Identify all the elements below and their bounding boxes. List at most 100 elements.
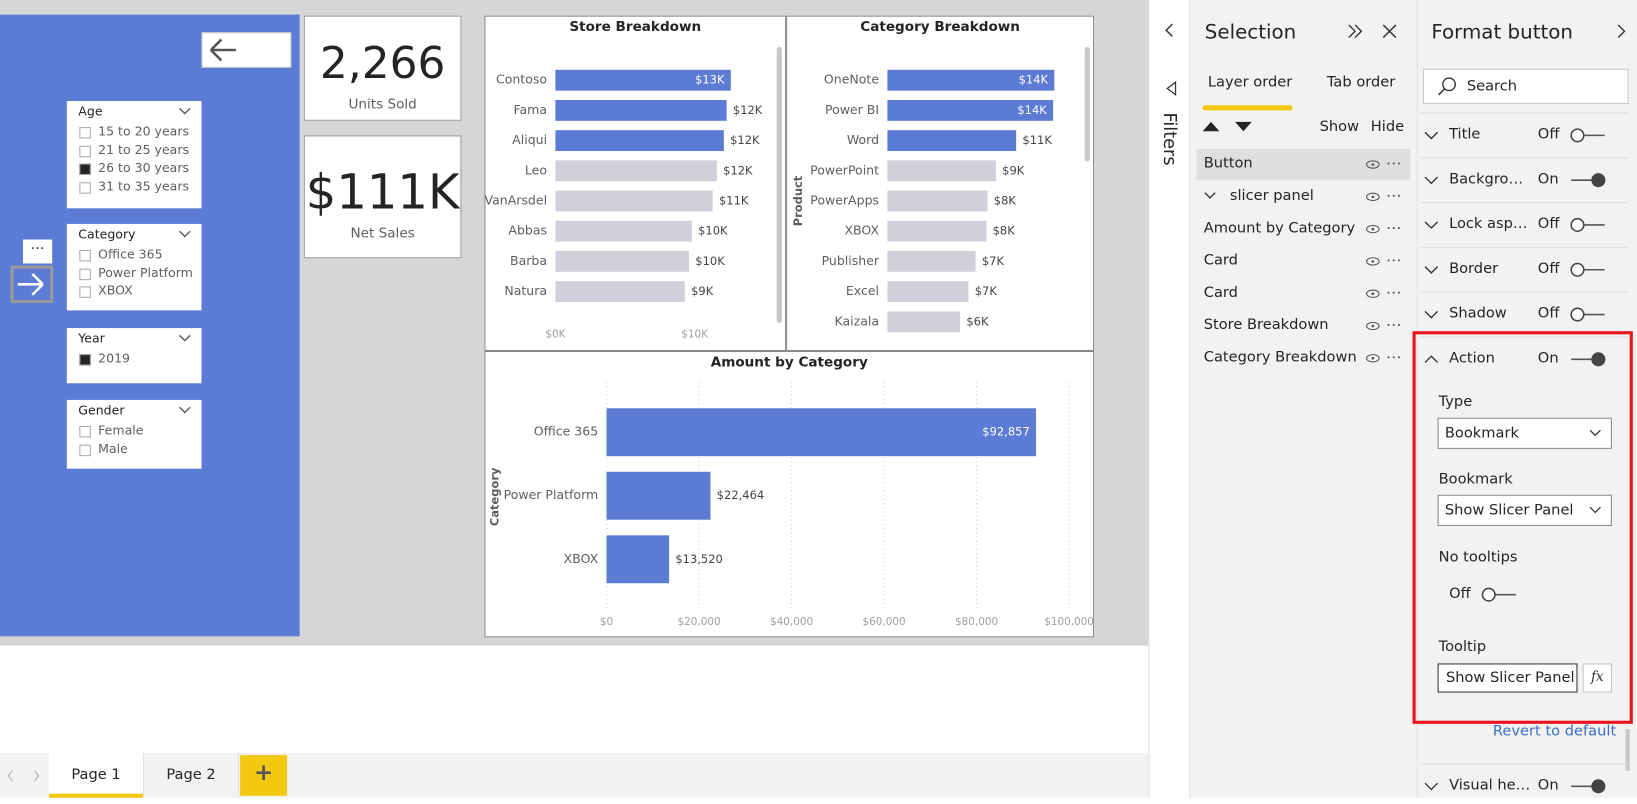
visibility-icon	[1366, 224, 1380, 234]
toggle-state[interactable]: On	[1537, 776, 1559, 794]
slicer-checkbox[interactable]	[79, 286, 91, 299]
toggle-state[interactable]: On	[1537, 170, 1559, 188]
category-label: Power Platform	[504, 487, 599, 502]
slicer-item[interactable]: 2019	[98, 350, 131, 366]
section-name[interactable]: Border	[1449, 260, 1499, 278]
slicer-checkbox[interactable]	[79, 425, 91, 438]
slicer-checkbox[interactable]	[79, 249, 91, 262]
visibility-pupil	[1371, 195, 1375, 199]
highlight-frame	[1412, 331, 1633, 724]
layer-name[interactable]: Amount by Category	[1203, 219, 1356, 237]
x-tick-label: $100,000	[1044, 616, 1094, 628]
slicer-chevron	[179, 107, 191, 115]
fx-button[interactable]: fx	[1582, 663, 1612, 693]
pane-title: Format button	[1431, 20, 1573, 44]
dropdown[interactable]: Bookmark	[1437, 417, 1612, 449]
layer-name[interactable]: Button	[1203, 155, 1253, 172]
toggle-state[interactable]: Off	[1537, 305, 1560, 322]
more-dot	[1392, 356, 1395, 359]
more-options[interactable]: ···	[22, 239, 53, 264]
layer-name[interactable]: Card	[1203, 284, 1238, 301]
slicer-item[interactable]: Office 365	[98, 246, 163, 262]
chevron-icon	[1424, 782, 1439, 791]
add-page[interactable]: +	[240, 755, 288, 796]
visibility-pupil	[1371, 227, 1375, 231]
more-dot	[1392, 259, 1395, 262]
card-label: Net Sales	[350, 226, 415, 242]
chart-title: Category Breakdown	[860, 19, 1020, 35]
category-label: Aliqui	[512, 132, 547, 147]
dropdown[interactable]: Show Slicer Panel	[1437, 494, 1612, 526]
x-tick-label: $60,000	[863, 616, 906, 628]
value-label: $8K	[994, 194, 1017, 208]
slicer: Year 2019	[66, 328, 202, 384]
search-box[interactable]: Search	[1422, 68, 1629, 105]
toggle-state[interactable]: Off	[1449, 585, 1471, 602]
page-tab-active[interactable]: Page 1	[49, 753, 144, 798]
section-name[interactable]: Shadow	[1449, 305, 1507, 322]
value-label: $6K	[966, 314, 989, 328]
filters-strip[interactable]	[1148, 0, 1190, 798]
section-toggle	[1571, 173, 1606, 188]
bar	[555, 190, 713, 212]
bar	[606, 408, 1037, 457]
slicer-item[interactable]: Female	[98, 422, 144, 438]
filters-label[interactable]: Filters	[1158, 112, 1180, 166]
layer-name[interactable]: slicer panel	[1229, 187, 1314, 205]
revert-link[interactable]: Revert to default	[1492, 722, 1617, 740]
slicer-item[interactable]: 21 to 25 years	[98, 142, 190, 157]
show-panel-button[interactable]	[10, 265, 54, 304]
toggle-state[interactable]: Off	[1537, 260, 1560, 278]
more-dot	[1397, 323, 1401, 326]
slicer: Gender Female Male	[66, 399, 202, 469]
slicer-checkbox[interactable]	[79, 182, 91, 194]
section-toggle	[1570, 262, 1605, 277]
tab-underline	[1202, 105, 1293, 111]
value-label: $8K	[993, 224, 1016, 238]
section-name[interactable]: Visual he…	[1449, 776, 1531, 794]
scrollbar	[776, 46, 782, 323]
dropdown-value: Bookmark	[1444, 424, 1519, 442]
slicer-chevron	[179, 406, 191, 414]
section-name[interactable]: Backgro…	[1449, 170, 1524, 188]
slicer-item[interactable]: 15 to 20 years	[98, 123, 190, 139]
page-tab[interactable]: Page 2	[143, 753, 240, 798]
toggle-state[interactable]: Off	[1537, 126, 1560, 143]
chart: Amount by Category Category $0 $20,000 $40,0…	[484, 350, 1095, 638]
section-name[interactable]: Action	[1449, 349, 1495, 367]
slicer-item[interactable]: 26 to 30 years	[98, 160, 190, 176]
section-name[interactable]: Lock asp…	[1449, 215, 1528, 233]
layer-name[interactable]: Store Breakdown	[1203, 316, 1329, 334]
order-arrows	[1202, 121, 1252, 132]
pane-collapse	[1617, 24, 1626, 38]
more-dot	[1397, 227, 1401, 230]
slicer-checkbox[interactable]	[79, 354, 91, 366]
slicer-item[interactable]: 31 to 35 years	[98, 179, 190, 194]
tab[interactable]: Layer order	[1207, 73, 1293, 91]
close-icon	[1382, 24, 1397, 39]
slicer-checkbox[interactable]	[79, 127, 91, 139]
slicer-checkbox[interactable]	[79, 163, 91, 176]
toggle-state[interactable]: On	[1537, 349, 1559, 367]
slicer-chevron	[179, 230, 191, 238]
layer-name[interactable]: Card	[1203, 252, 1238, 269]
section-name[interactable]: Title	[1449, 126, 1481, 143]
back-button[interactable]	[201, 32, 292, 68]
slicer-item[interactable]: XBOX	[98, 283, 133, 299]
toggle-state[interactable]: Off	[1537, 215, 1560, 233]
bar	[887, 190, 988, 212]
layer-name[interactable]: Category Breakdown	[1203, 348, 1357, 366]
slicer-checkbox[interactable]	[79, 268, 91, 280]
chart-title: Store Breakdown	[569, 19, 701, 35]
bar	[555, 130, 724, 152]
value-label: $11K	[719, 194, 749, 208]
text-input[interactable]: Show Slicer Panel	[1437, 663, 1578, 693]
y-axis-title: Product	[791, 175, 805, 226]
slicer-checkbox[interactable]	[79, 444, 91, 456]
slicer-checkbox[interactable]	[79, 145, 91, 157]
category-label: Publisher	[822, 253, 880, 268]
chevron-icon	[1424, 310, 1439, 319]
slicer-item[interactable]: Male	[98, 441, 128, 456]
tab[interactable]: Tab order	[1326, 73, 1396, 91]
slicer-item[interactable]: Power Platform	[98, 265, 193, 280]
